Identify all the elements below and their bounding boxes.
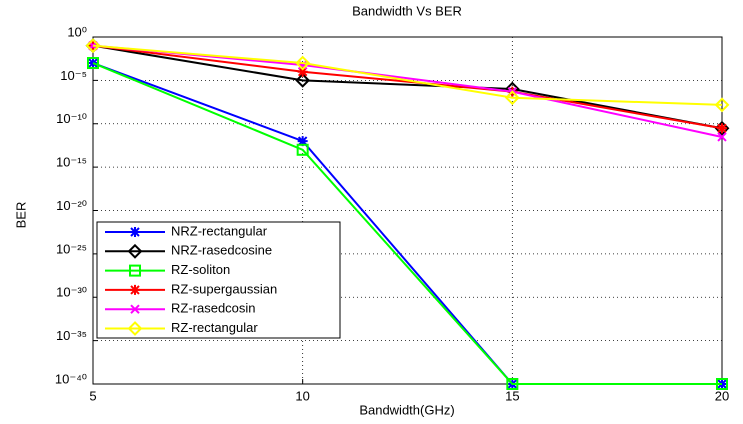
marker: [714, 120, 730, 136]
marker: [129, 264, 141, 277]
marker: [504, 90, 520, 106]
y-tick-label: 10⁻²⁵: [56, 241, 87, 256]
marker: [127, 321, 143, 336]
marker: [506, 378, 519, 390]
legend-box: [96, 221, 341, 339]
plot-frame: [92, 36, 723, 385]
marker: [717, 132, 727, 142]
legend-label: NRZ-rasedcosine: [171, 243, 272, 258]
marker: [87, 57, 99, 70]
marker: [130, 304, 140, 314]
series-line: [92, 44, 723, 130]
x-tick-label: 5: [89, 388, 96, 403]
legend-label: RZ-soliton: [171, 262, 230, 277]
legend-label: RZ-supergaussian: [171, 281, 277, 296]
marker: [297, 136, 308, 147]
y-tick-label: 10⁻⁴⁰: [55, 371, 87, 386]
y-tick-label: 10⁻³⁵: [56, 328, 87, 343]
marker: [127, 243, 143, 259]
marker: [130, 227, 140, 237]
legend-label: RZ-rasedcosin: [171, 301, 256, 316]
legend: NRZ-rectangular NRZ-rasedcosine RZ-soliton…: [96, 221, 341, 339]
marker: [295, 55, 311, 71]
marker: [130, 284, 140, 295]
chart-title: Bandwidth Vs BER: [352, 3, 462, 18]
y-tick-label: 10⁻⁵: [60, 68, 87, 83]
series-line: [92, 44, 723, 106]
x-axis-label: Bandwidth(GHz): [359, 402, 454, 417]
y-tick-label: 10⁻³⁰: [56, 285, 87, 300]
y-tick-label: 10⁻¹⁰: [56, 111, 87, 126]
marker: [716, 378, 728, 390]
marker: [717, 123, 727, 134]
series-line: [92, 44, 723, 130]
marker: [714, 97, 730, 113]
x-tick-label: 15: [505, 388, 519, 403]
marker: [85, 38, 101, 54]
marker: [295, 72, 311, 88]
y-axis-label: BER: [13, 202, 28, 229]
marker: [297, 66, 308, 77]
series-line: [92, 62, 722, 385]
y-tick-label: 10⁻¹⁵: [56, 155, 87, 170]
y-tick-label: 10⁰: [67, 24, 87, 39]
legend-label: NRZ-rectangular: [171, 223, 268, 238]
x-tick-label: 10: [295, 388, 309, 403]
x-tick-label: 20: [715, 388, 729, 403]
marker: [296, 143, 309, 156]
y-tick-label: 10⁻²⁰: [56, 198, 87, 213]
legend-label: RZ-rectangular: [171, 320, 258, 335]
